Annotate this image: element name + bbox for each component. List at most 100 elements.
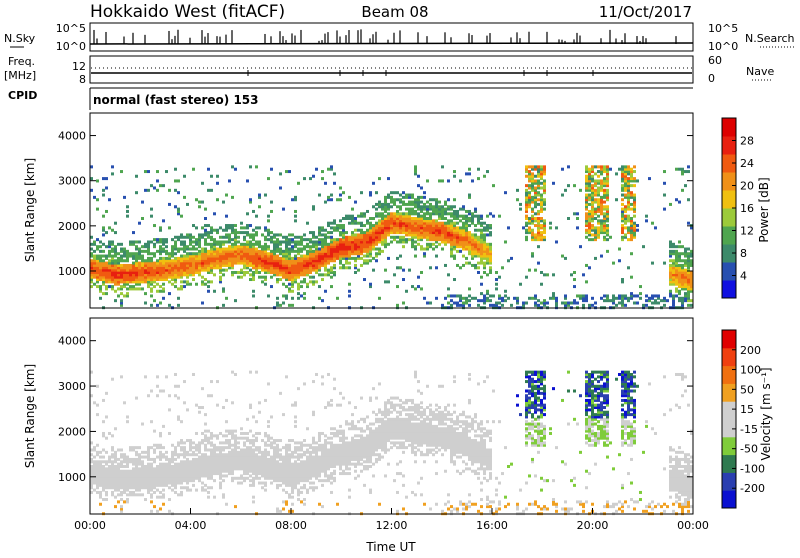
power-cell (216, 182, 219, 185)
velocity-cell (126, 420, 129, 423)
velocity-cell (153, 444, 156, 447)
velocity-cell (222, 434, 225, 437)
power-cell (330, 231, 333, 234)
velocity-cell (318, 503, 321, 506)
power-cell (447, 287, 450, 290)
velocity-cell (249, 430, 252, 433)
power-cell (210, 175, 213, 178)
velocity-cell (117, 493, 120, 496)
velocity-cell (318, 479, 321, 482)
power-cell (417, 175, 420, 178)
power-cell (447, 198, 450, 201)
velocity-cell (105, 467, 108, 470)
velocity-cell (219, 482, 222, 485)
velocity-cell (210, 441, 213, 444)
power-cell (585, 229, 588, 232)
power-cell (669, 259, 672, 262)
power-cell (417, 184, 420, 187)
velocity-cell (192, 446, 195, 449)
velocity-cell (276, 484, 279, 487)
power-cell (174, 189, 177, 192)
power-cell (270, 201, 273, 204)
velocity-cell (237, 482, 240, 485)
power-cell (354, 229, 357, 232)
velocity-cell (264, 448, 267, 451)
velocity-cell (252, 477, 255, 480)
power-cell (594, 165, 597, 168)
power-cell (327, 222, 330, 225)
power-cell (519, 283, 522, 286)
power-cell (675, 250, 678, 253)
power-cell (300, 280, 303, 283)
power-cell (129, 285, 132, 288)
power-cell (321, 233, 324, 236)
velocity-cell (177, 463, 180, 466)
power-cell (240, 222, 243, 225)
power-cell (270, 276, 273, 279)
power-cell (102, 226, 105, 229)
velocity-cell (195, 458, 198, 461)
power-cell (438, 179, 441, 182)
power-cell (177, 257, 180, 260)
power-cell (477, 304, 480, 307)
velocity-cell (279, 448, 282, 451)
velocity-cell (306, 427, 309, 430)
power-cell (108, 259, 111, 262)
velocity-cell (129, 446, 132, 449)
power-cell (303, 233, 306, 236)
power-cell (672, 243, 675, 246)
velocity-cell (315, 446, 318, 449)
power-cell (315, 236, 318, 239)
power-cell (258, 205, 261, 208)
velocity-cell (105, 437, 108, 440)
velocity-cell (96, 444, 99, 447)
power-cell (597, 186, 600, 189)
power-cell (159, 226, 162, 229)
power-cell (285, 170, 288, 173)
power-cell (159, 302, 162, 305)
power-cell (279, 172, 282, 175)
power-cell (543, 219, 546, 222)
power-cell (633, 294, 636, 297)
power-cell (390, 212, 393, 215)
velocity-cell (120, 453, 123, 456)
power-cell (126, 287, 129, 290)
power-cell (621, 278, 624, 281)
power-cell (540, 186, 543, 189)
power-cell (450, 304, 453, 307)
velocity-cell (243, 448, 246, 451)
velocity-cell (138, 467, 141, 470)
power-cell (333, 182, 336, 185)
power-cell (156, 290, 159, 293)
velocity-cell (132, 458, 135, 461)
power-cell (561, 194, 564, 197)
power-cell (492, 294, 495, 297)
velocity-cell (171, 489, 174, 492)
power-cell (276, 297, 279, 300)
power-cell (318, 248, 321, 251)
velocity-cell (183, 486, 186, 489)
velocity-cell (258, 411, 261, 414)
power-cell (621, 236, 624, 239)
power-cell (318, 285, 321, 288)
velocity-cell (102, 420, 105, 423)
power-cell (378, 297, 381, 300)
power-cell (504, 290, 507, 293)
velocity-cell (207, 448, 210, 451)
power-cell (201, 280, 204, 283)
power-cell (150, 252, 153, 255)
velocity-cell (270, 441, 273, 444)
velocity-cell (201, 387, 204, 390)
power-cell (237, 240, 240, 243)
power-cell (102, 215, 105, 218)
power-cell (360, 229, 363, 232)
power-cell (105, 262, 108, 265)
power-cell (270, 285, 273, 288)
velocity-cell (114, 465, 117, 468)
power-cell (156, 304, 159, 307)
velocity-cell (228, 439, 231, 442)
power-cell (654, 299, 657, 302)
velocity-cell (111, 460, 114, 463)
